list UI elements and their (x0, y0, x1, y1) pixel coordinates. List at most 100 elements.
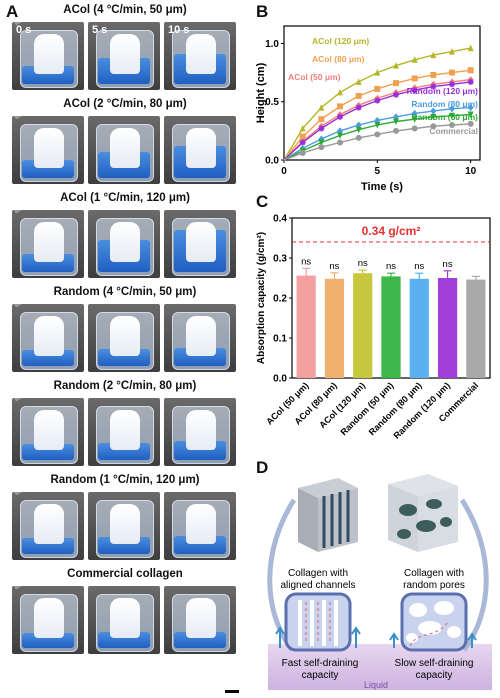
collagen-sponge (186, 504, 216, 544)
collagen-sponge (34, 598, 64, 638)
y-tick-label: 0.2 (273, 294, 287, 305)
y-tick-label: 1.0 (265, 39, 279, 50)
data-point (337, 139, 343, 146)
data-point (355, 126, 362, 134)
data-point (337, 113, 343, 120)
data-point (449, 69, 455, 76)
panel-b-letter: B (256, 2, 269, 21)
data-point (337, 103, 343, 110)
series-group (283, 120, 474, 161)
data-point (430, 71, 437, 78)
absorption-photo (12, 586, 84, 654)
absorption-photo (164, 398, 236, 466)
y-axis-label: Absorption capacity (g/cm²) (256, 232, 267, 364)
significance-label: ns (329, 261, 339, 272)
data-point (355, 92, 362, 99)
plot-frame (283, 25, 481, 161)
up-arrow-1 (275, 626, 285, 648)
fast-caption-line1: Fast self-draining (282, 658, 359, 669)
photo-row-title: Random (1 °C/min, 120 μm) (50, 474, 200, 486)
bar (437, 278, 458, 378)
slow-caption-line2: capacity (416, 670, 453, 681)
absorption-photo (164, 116, 236, 184)
absorption-photo (88, 492, 160, 560)
data-point (467, 111, 474, 119)
collagen-sponge (34, 504, 64, 544)
collagen-sponge (34, 34, 64, 74)
absorption-photo (88, 586, 160, 654)
data-point (393, 118, 399, 126)
absorption-photo (164, 304, 236, 372)
data-point (355, 104, 362, 111)
panel-a-letter: A (6, 2, 19, 21)
series-group (283, 44, 474, 161)
data-point (430, 51, 437, 59)
up-arrow-3 (389, 632, 399, 648)
data-point (449, 48, 455, 55)
photo-row-title: Random (2 °C/min, 80 μm) (53, 380, 197, 392)
liquid-label: Liquid (364, 680, 388, 690)
absorption-photo (12, 492, 84, 560)
slow-caption-line1: Slow self-draining (395, 658, 474, 669)
data-point (411, 56, 418, 63)
data-point (393, 62, 399, 69)
significance-label: ns (414, 261, 424, 272)
bar (296, 275, 316, 378)
absorption-photo (12, 210, 84, 278)
data-point (467, 78, 474, 85)
data-point (393, 91, 399, 98)
collagen-sponge (34, 128, 64, 168)
collagen-sponge (186, 222, 216, 262)
collagen-sponge (110, 504, 140, 544)
data-point (411, 125, 418, 132)
x-axis-label: Time (s) (361, 181, 403, 193)
x-tick-label: 5 (375, 166, 381, 177)
data-point (411, 109, 418, 117)
aligned-label-line1: Collagen with (288, 568, 348, 579)
data-point (374, 85, 381, 92)
photo-row-title: ACol (4 °C/min, 50 μm) (63, 4, 187, 16)
tweezer (14, 492, 39, 496)
up-arrow-4 (467, 632, 477, 648)
photo-row-title: ACol (1 °C/min, 120 μm) (60, 192, 190, 204)
aligned-label-line2: aligned channels (280, 580, 355, 591)
data-point (337, 132, 343, 140)
bar (324, 278, 345, 378)
random-pore-cube (388, 474, 458, 552)
series-group (283, 78, 474, 161)
absorption-photo: 0 s (12, 22, 84, 90)
panel-d-letter: D (256, 458, 269, 477)
collagen-sponge (110, 410, 140, 450)
y-axis-label: Height (cm) (255, 62, 267, 123)
data-point (467, 67, 474, 74)
x-tick-label: 10 (465, 166, 477, 177)
panel-c-letter: C (256, 192, 269, 211)
absorption-photo (88, 304, 160, 372)
data-point (430, 107, 437, 115)
collagen-sponge (186, 598, 216, 638)
left-flow-arrow (267, 498, 297, 652)
y-tick-label: 0.0 (265, 156, 279, 167)
collagen-sponge (110, 316, 140, 356)
fast-caption-line2: capacity (302, 670, 339, 681)
data-point (449, 122, 455, 129)
y-tick-label: 0.4 (273, 214, 287, 225)
collagen-sponge (34, 316, 64, 356)
data-point (449, 105, 455, 113)
data-point (430, 83, 437, 90)
y-tick-label: 0.1 (273, 334, 287, 345)
data-point (374, 97, 381, 104)
up-arrow-2 (351, 626, 361, 648)
data-point (449, 81, 455, 88)
time-label: 5 s (92, 24, 108, 36)
reference-label: 0.34 g/cm² (362, 224, 421, 238)
data-point (411, 75, 418, 82)
legend-label: Commercial (429, 126, 478, 136)
legend-label: ACol (50 μm) (288, 72, 341, 82)
time-label: 0 s (16, 24, 32, 36)
absorption-photo (12, 116, 84, 184)
data-point (393, 80, 399, 87)
legend-label: Random (80 μm) (411, 99, 478, 109)
significance-label: ns (358, 258, 368, 269)
data-point (467, 120, 474, 127)
